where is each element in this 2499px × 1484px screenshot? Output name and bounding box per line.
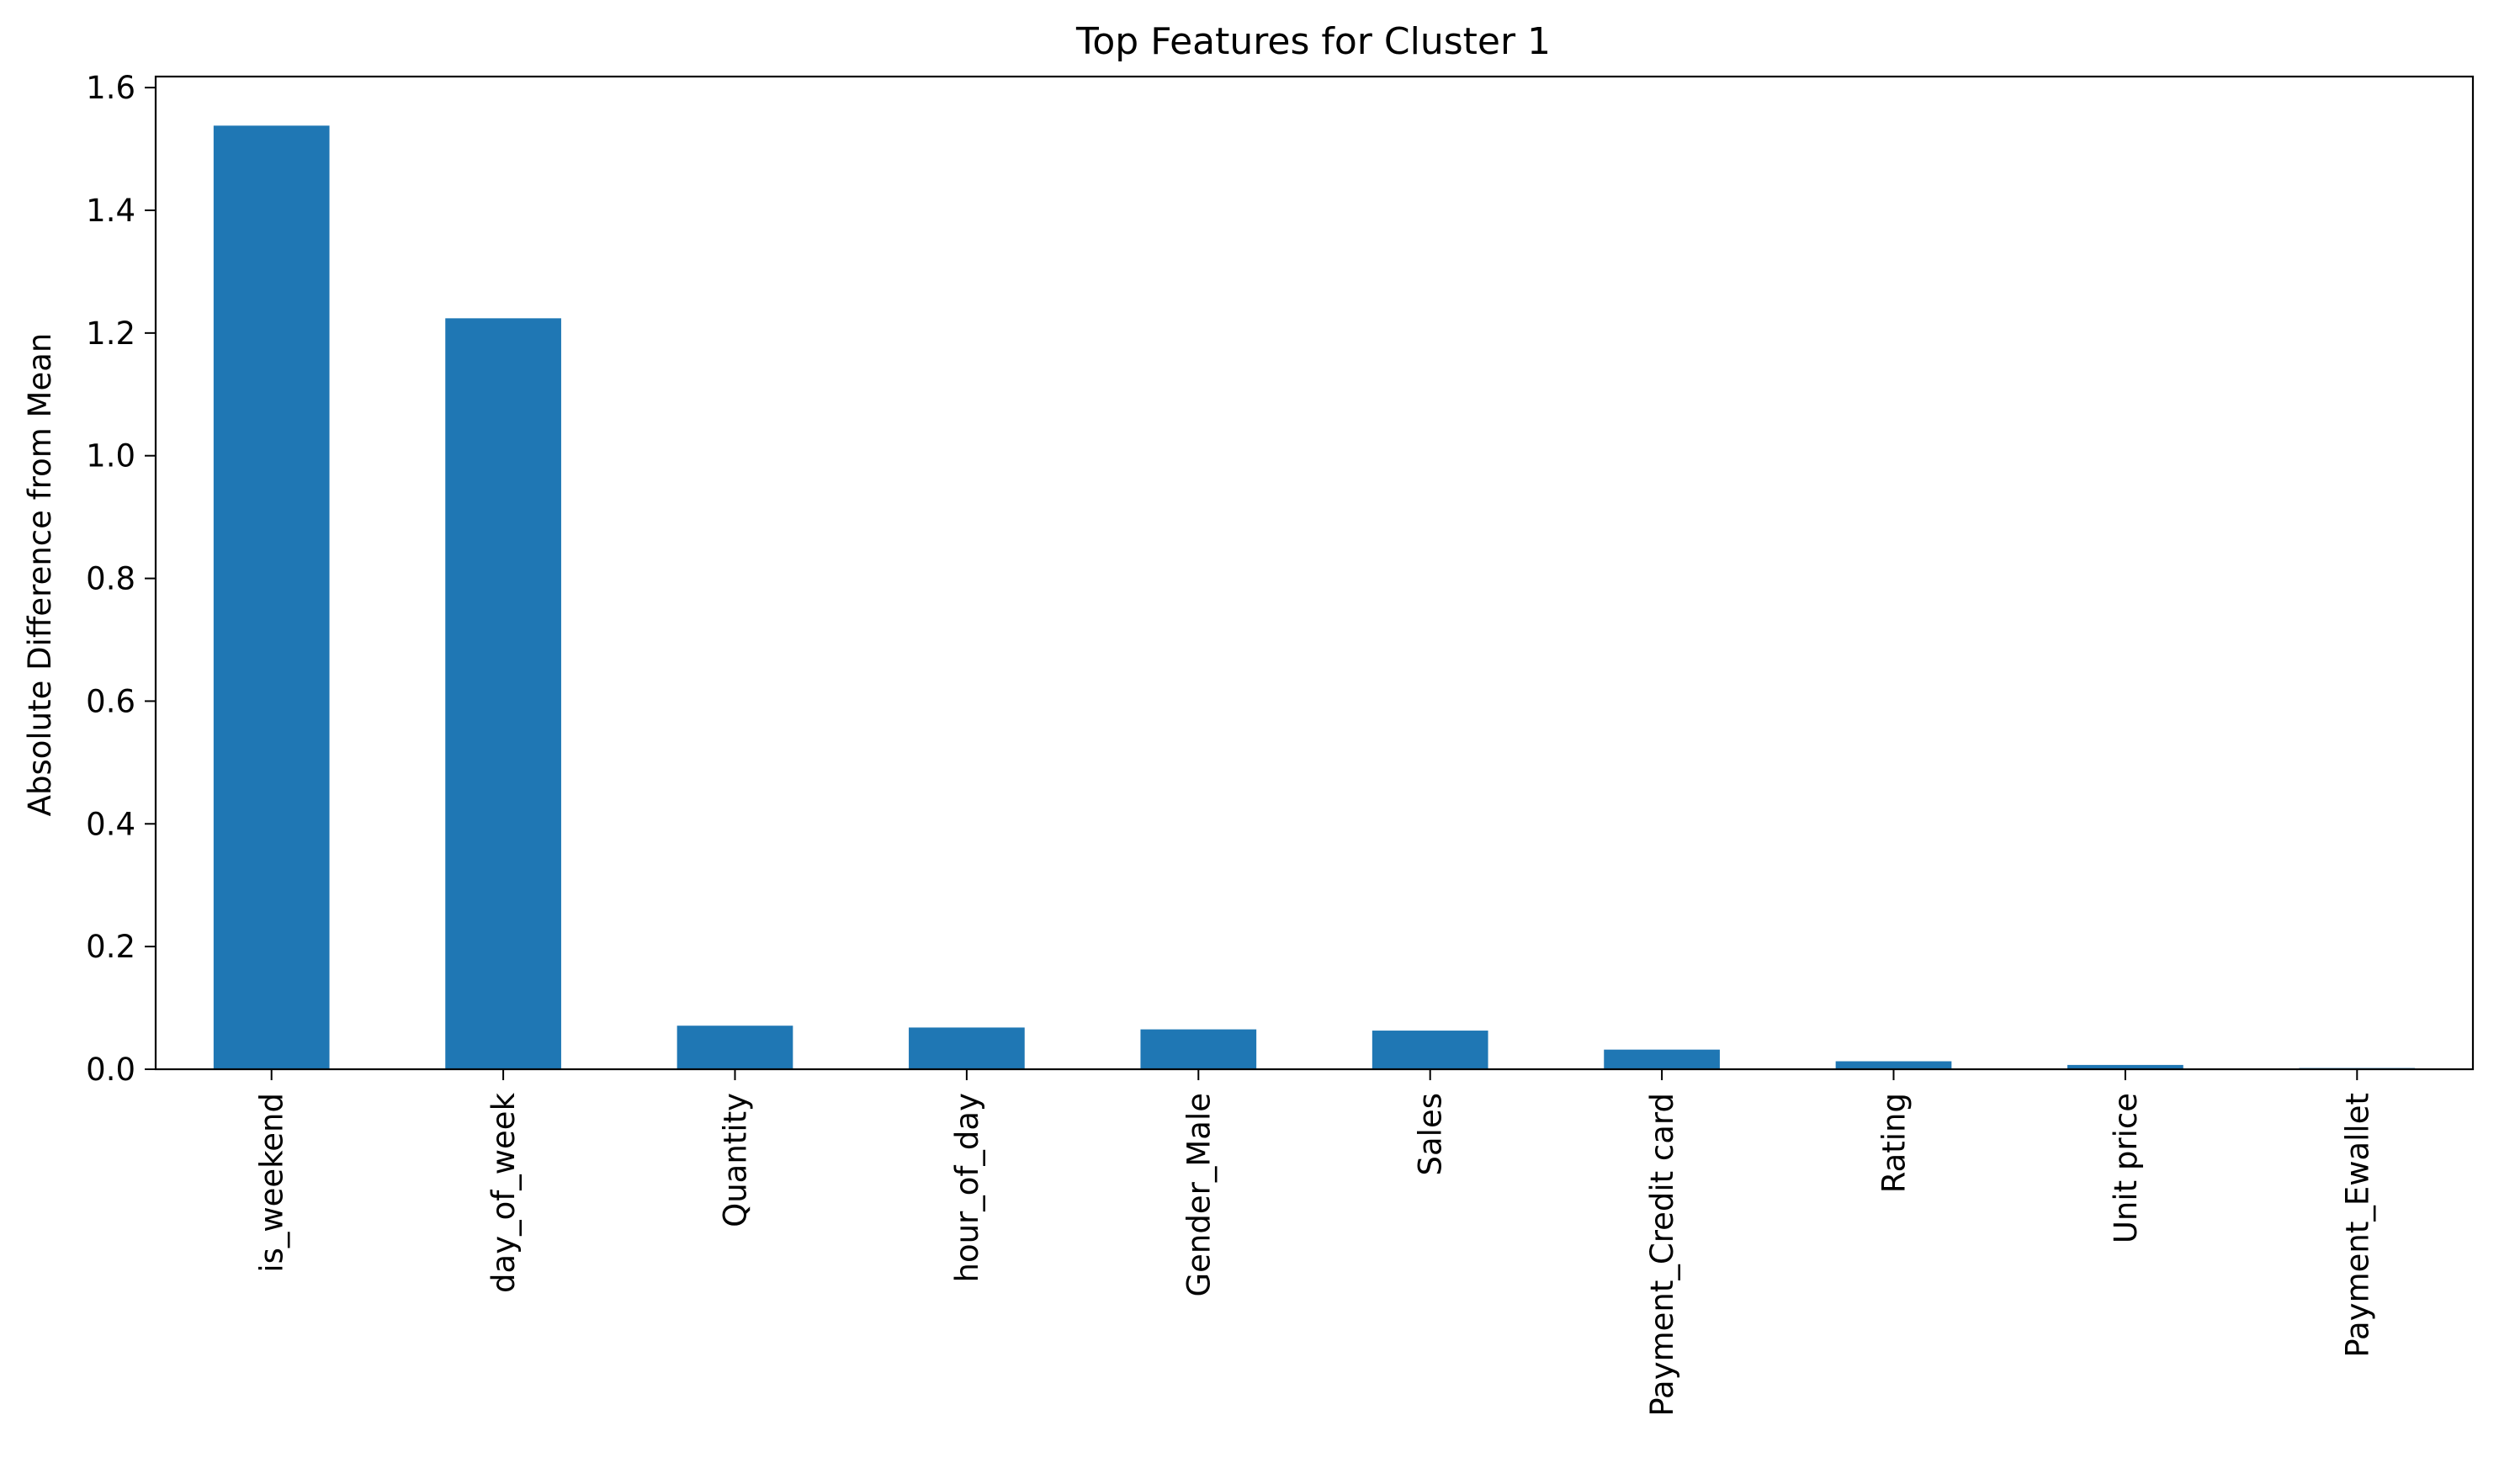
bar-rating [1835, 1061, 1952, 1069]
y-axis-label: Absolute Difference from Mean [22, 333, 58, 817]
x-tick-label: Gender_Male [1181, 1093, 1217, 1297]
bar-gender-male [1140, 1029, 1257, 1069]
bar-unit-price [2067, 1064, 2183, 1069]
x-tick-label: Payment_Ewallet [2339, 1093, 2375, 1358]
x-tick-label: hour_of_day [949, 1093, 985, 1282]
y-tick-label: 1.0 [86, 438, 135, 474]
y-tick-label: 0.6 [86, 683, 135, 719]
y-tick-label: 1.6 [86, 70, 135, 106]
bar-sales [1372, 1031, 1488, 1069]
x-tick-label: Quantity [718, 1093, 754, 1227]
y-tick-label: 1.2 [86, 315, 135, 352]
bar-quantity [676, 1026, 793, 1069]
x-tick-label: Sales [1413, 1093, 1449, 1175]
x-tick-label: Payment_Credit card [1644, 1093, 1680, 1417]
bar-payment-credit-card [1604, 1049, 1720, 1069]
bars-group [213, 125, 2416, 1069]
x-tick-label: Unit price [2108, 1093, 2144, 1243]
y-tick-label: 0.0 [86, 1052, 135, 1088]
x-tick-label: day_of_week [485, 1092, 522, 1293]
y-tick-label: 0.2 [86, 929, 135, 965]
bar-is-weekend [213, 125, 330, 1069]
bar-hour-of-day [909, 1027, 1025, 1069]
y-tick-label: 0.4 [86, 806, 135, 842]
x-tick-label: Rating [1876, 1093, 1913, 1193]
bar-day-of-week [445, 318, 561, 1069]
y-tick-label: 1.4 [86, 193, 135, 229]
y-tick-label: 0.8 [86, 561, 135, 597]
plot-frame [154, 75, 2475, 1071]
x-tick-label: is_weekend [254, 1093, 290, 1273]
y-axis-ticks: 0.0 0.2 0.4 0.6 0.8 1.0 1.2 1.4 1.6 [86, 70, 156, 1088]
chart-title: Top Features for Cluster 1 [1075, 20, 1551, 63]
x-axis-ticks: is_weekend day_of_week Quantity hour_of_day… [254, 1069, 2375, 1417]
